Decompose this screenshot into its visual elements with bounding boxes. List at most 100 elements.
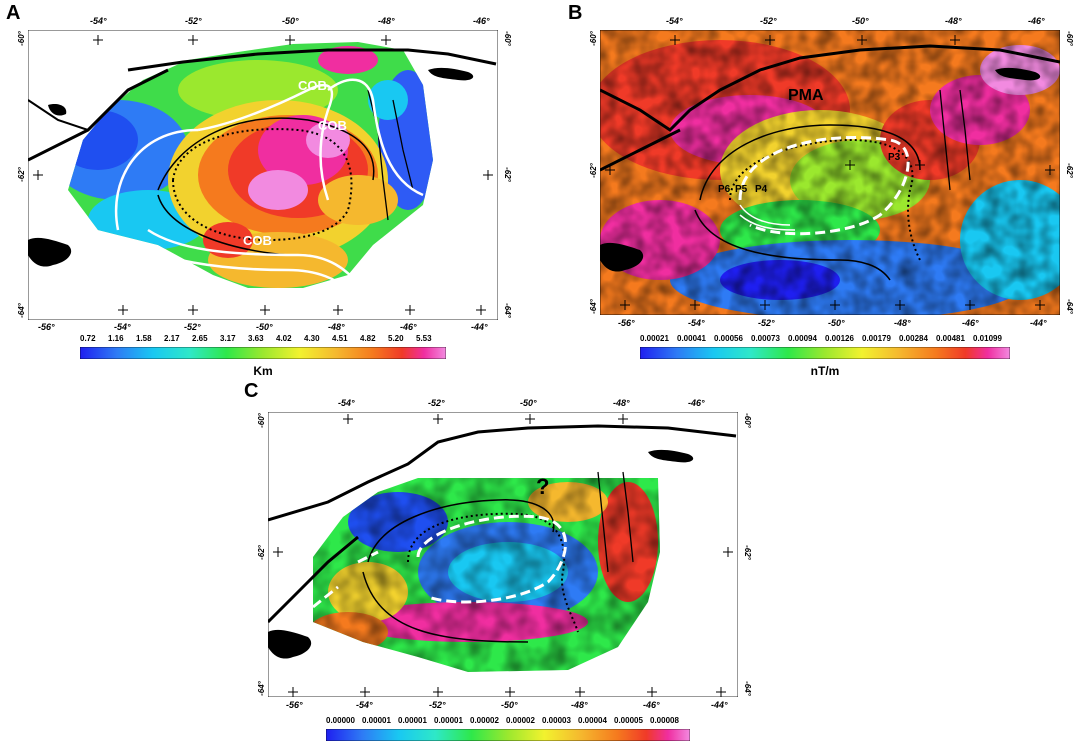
colorbar: 0.00021 0.00041 0.00056 0.00073 0.00094 … bbox=[639, 334, 1011, 378]
colorbar-tick: 0.00004 bbox=[578, 716, 607, 725]
pma-label: PMA bbox=[788, 87, 824, 104]
colorbar-tick: 3.17 bbox=[220, 334, 236, 343]
colorbar-tick: 0.01099 bbox=[973, 334, 1002, 343]
colorbar-tick: 3.63 bbox=[248, 334, 264, 343]
lon-label: -48° bbox=[571, 700, 588, 710]
lat-label: -62° bbox=[588, 163, 598, 178]
lon-label: -54° bbox=[90, 16, 107, 26]
panel-c: C bbox=[240, 378, 780, 743]
lat-label: -64° bbox=[16, 303, 26, 318]
lon-label: -54° bbox=[688, 318, 705, 328]
lat-label: -64° bbox=[502, 303, 512, 318]
top-longitude-labels: -54° -52° -50° -48° -46° bbox=[28, 16, 498, 28]
colorbar-tick: 0.00056 bbox=[714, 334, 743, 343]
lat-label: -64° bbox=[1064, 299, 1074, 314]
colorbar-tick: 0.00002 bbox=[506, 716, 535, 725]
panel-letter: A bbox=[6, 2, 21, 24]
lat-label: -60° bbox=[256, 413, 266, 428]
bottom-longitude-labels: -56° -54° -52° -50° -48° -46° -44° bbox=[600, 318, 1060, 330]
colorbar-tick: 4.02 bbox=[276, 334, 292, 343]
panel-letter: C bbox=[244, 380, 259, 402]
colorbar-tick: 0.00000 bbox=[326, 716, 355, 725]
lat-label: -62° bbox=[256, 545, 266, 560]
lon-label: -52° bbox=[185, 16, 202, 26]
lon-label: -44° bbox=[471, 322, 488, 332]
panel-letter: B bbox=[568, 2, 583, 24]
top-longitude-labels: -54° -52° -50° -48° -46° bbox=[600, 16, 1060, 28]
map-frame: PMA P6 P5 P4 P3 -54° -52° -50° -48° -46°… bbox=[589, 16, 1074, 328]
right-latitude-labels: -60° -62° -64° bbox=[500, 30, 512, 320]
colorbar-tick: 0.00001 bbox=[362, 716, 391, 725]
lon-label: -44° bbox=[711, 700, 728, 710]
lon-label: -44° bbox=[1030, 318, 1047, 328]
colorbar-tick: 1.16 bbox=[108, 334, 124, 343]
lat-label: -62° bbox=[742, 545, 752, 560]
lon-label: -54° bbox=[338, 398, 355, 408]
lon-label: -56° bbox=[38, 322, 55, 332]
right-latitude-labels: -60° -62° -64° bbox=[740, 412, 752, 697]
lon-label: -54° bbox=[356, 700, 373, 710]
lat-label: -60° bbox=[588, 31, 598, 46]
colorbar-gradient bbox=[639, 346, 1011, 360]
colorbar-gradient bbox=[325, 728, 691, 742]
lon-label: -48° bbox=[328, 322, 345, 332]
lon-label: -46° bbox=[473, 16, 490, 26]
colorbar-gradient bbox=[79, 346, 447, 360]
lon-label: -46° bbox=[643, 700, 660, 710]
right-latitude-labels: -60° -62° -64° bbox=[1062, 30, 1074, 315]
profile-label-p5: P5 bbox=[735, 184, 748, 195]
colorbar: 0.72 1.16 1.58 2.17 2.65 3.17 3.63 4.02 … bbox=[79, 334, 447, 378]
colorbar-tick: 0.00001 bbox=[398, 716, 427, 725]
lon-label: -48° bbox=[613, 398, 630, 408]
cob-label-3: COB bbox=[243, 233, 272, 248]
lat-label: -64° bbox=[588, 299, 598, 314]
map-frame: COB COB COB -54° -52° -50° -48° -46° -56… bbox=[17, 16, 512, 332]
lon-label: -48° bbox=[945, 16, 962, 26]
cob-label-2: COB bbox=[318, 118, 347, 133]
lon-label: -50° bbox=[282, 16, 299, 26]
lon-label: -50° bbox=[520, 398, 537, 408]
colorbar-tick: 0.00005 bbox=[614, 716, 643, 725]
lat-label: -62° bbox=[1064, 163, 1074, 178]
lat-label: -62° bbox=[16, 167, 26, 182]
colorbar-tick: 0.00003 bbox=[542, 716, 571, 725]
left-latitude-labels: -60° -62° -64° bbox=[586, 30, 598, 315]
colorbar-tick: 0.00179 bbox=[862, 334, 891, 343]
colorbar-tick: 4.30 bbox=[304, 334, 320, 343]
colorbar-tick: 0.00001 bbox=[434, 716, 463, 725]
lon-label: -46° bbox=[400, 322, 417, 332]
lon-label: -50° bbox=[828, 318, 845, 328]
lon-label: -50° bbox=[501, 700, 518, 710]
lon-label: -46° bbox=[962, 318, 979, 328]
lat-label: -60° bbox=[16, 31, 26, 46]
colorbar-tick: 1.58 bbox=[136, 334, 152, 343]
panel-a: A bbox=[0, 0, 520, 378]
left-latitude-labels: -60° -62° -64° bbox=[254, 412, 266, 697]
lon-label: -52° bbox=[760, 16, 777, 26]
lon-label: -46° bbox=[688, 398, 705, 408]
bottom-longitude-labels: -56° -54° -52° -50° -48° -46° -44° bbox=[268, 700, 738, 712]
top-longitude-labels: -54° -52° -50° -48° -46° bbox=[268, 398, 738, 410]
lon-label: -52° bbox=[428, 398, 445, 408]
colorbar-tick: 0.00021 bbox=[640, 334, 669, 343]
colorbar-tick: 2.65 bbox=[192, 334, 208, 343]
colorbar-tick: 4.51 bbox=[332, 334, 348, 343]
lon-label: -52° bbox=[184, 322, 201, 332]
colorbar-tick: 0.72 bbox=[80, 334, 96, 343]
colorbar-tick: 0.00094 bbox=[788, 334, 817, 343]
cob-label-1: COB bbox=[298, 78, 327, 93]
lat-label: -60° bbox=[502, 31, 512, 46]
colorbar-tick: 5.20 bbox=[388, 334, 404, 343]
colorbar-tick: 0.00284 bbox=[899, 334, 928, 343]
lon-label: -54° bbox=[666, 16, 683, 26]
colorbar-tick: 2.17 bbox=[164, 334, 180, 343]
colorbar-tick: 5.53 bbox=[416, 334, 432, 343]
lat-label: -60° bbox=[742, 413, 752, 428]
profile-label-p3: P3 bbox=[888, 152, 901, 163]
lon-label: -50° bbox=[852, 16, 869, 26]
bottom-longitude-labels: -56° -54° -52° -50° -48° -46° -44° bbox=[28, 322, 498, 334]
left-latitude-labels: -60° -62° -64° bbox=[14, 30, 26, 320]
lon-label: -56° bbox=[618, 318, 635, 328]
panel-b: B bbox=[548, 0, 1080, 378]
lat-label: -62° bbox=[502, 167, 512, 182]
